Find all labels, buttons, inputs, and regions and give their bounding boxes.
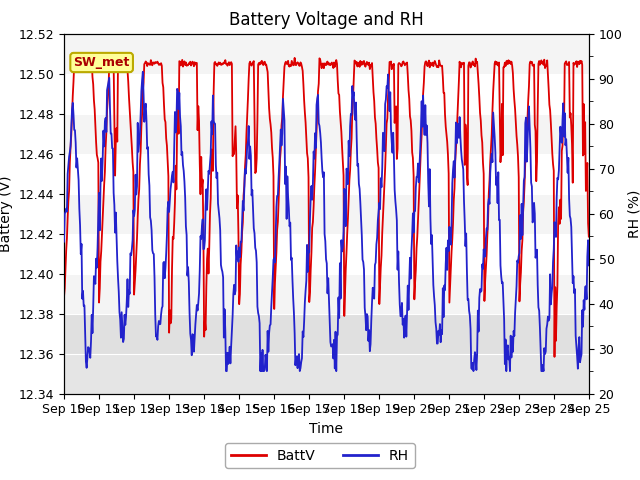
Bar xyxy=(64,114,589,154)
Bar xyxy=(64,313,589,394)
Legend: BattV, RH: BattV, RH xyxy=(225,443,415,468)
X-axis label: Time: Time xyxy=(309,422,344,436)
Title: Battery Voltage and RH: Battery Voltage and RH xyxy=(229,11,424,29)
Bar xyxy=(64,354,589,394)
Y-axis label: Battery (V): Battery (V) xyxy=(0,175,13,252)
Bar xyxy=(64,193,589,234)
Y-axis label: RH (%): RH (%) xyxy=(628,190,640,238)
Bar xyxy=(64,34,589,73)
Bar xyxy=(64,274,589,313)
Text: SW_met: SW_met xyxy=(74,56,130,69)
